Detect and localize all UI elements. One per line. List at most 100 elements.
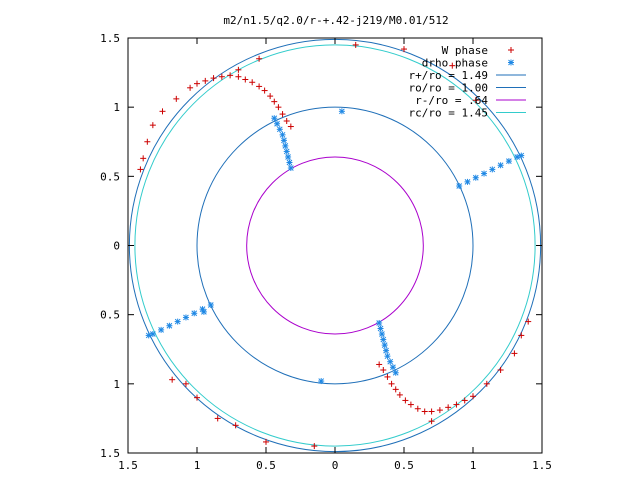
w-phase-point	[428, 418, 435, 425]
drho-phase-point	[287, 165, 294, 172]
star-d2	[279, 131, 286, 138]
w-phase-point	[445, 404, 452, 411]
w-phase-point	[263, 438, 269, 445]
legend-label-0: W phase	[442, 44, 488, 57]
legend-label-circle-3: rc/ro = 1.45	[409, 107, 488, 120]
w-phase-point	[436, 407, 443, 414]
w-phase-point	[261, 87, 268, 94]
star-d2	[276, 126, 283, 133]
w-phase-point	[214, 415, 221, 422]
w-phase-point	[202, 77, 209, 84]
w-phase-point	[352, 41, 359, 48]
x-tick-label: 1.5	[532, 459, 552, 472]
w-phase-point	[283, 118, 290, 124]
star-d2	[158, 327, 164, 333]
w-phase-point	[449, 62, 456, 69]
legend-label-circle-1: ro/ro = 1.00	[409, 82, 488, 95]
y-tick-label: 0.5	[100, 309, 120, 322]
star-d2	[145, 332, 152, 339]
w-phase-point	[453, 401, 460, 408]
w-phase-point	[173, 95, 180, 102]
drho-phase-point	[377, 325, 384, 332]
star-d2	[183, 314, 189, 321]
drho-phase-point	[182, 314, 189, 321]
w-phase-point	[461, 397, 468, 404]
w-phase-point	[149, 122, 156, 129]
drho-phase-point	[338, 108, 345, 115]
star-d2	[318, 378, 325, 384]
legend-marker-drho	[508, 59, 514, 66]
w-phase-point	[210, 75, 217, 82]
star-d2	[481, 170, 487, 177]
drho-phase-point	[174, 318, 181, 325]
legend-label-circle-2: r-/ro = .64	[415, 94, 488, 107]
w-phase-point	[137, 166, 144, 173]
w-phase-point	[140, 155, 147, 162]
w-phase-point	[235, 66, 242, 73]
drho-phase-point	[200, 308, 207, 315]
x-tick-label: 0	[332, 459, 339, 472]
drho-phase-point	[505, 158, 512, 165]
y-tick-label: 0.5	[100, 170, 120, 183]
star-d2	[339, 108, 345, 115]
w-phase-point	[287, 123, 294, 130]
w-phase-point	[235, 73, 242, 80]
drho-phase-point	[158, 326, 165, 333]
star-d2	[390, 364, 396, 371]
y-tick-label: 1	[113, 101, 120, 114]
star-d2	[489, 166, 496, 173]
w-phase-point	[249, 79, 256, 86]
star-d2	[274, 120, 280, 127]
w-phase-point	[194, 394, 200, 401]
w-phase-point	[279, 111, 286, 118]
drho-phase-point	[282, 142, 289, 149]
circle-2	[246, 156, 424, 335]
star-d2	[508, 59, 514, 66]
chart-title: m2/n1.5/q2.0/r-+.42-j219/M0.01/512	[223, 14, 448, 27]
w-phase-point	[144, 138, 151, 145]
axis-ticks: 1.5 1 0.5 0 0.5 1 1.51.510.500.511.5	[100, 32, 552, 472]
w-phase-point	[428, 408, 435, 415]
drho-phase-point	[318, 378, 325, 385]
drho-phase-point	[283, 148, 290, 155]
w-phase-point	[525, 318, 532, 325]
w-phase-point	[396, 391, 403, 398]
w-phase-point	[275, 104, 282, 111]
w-phase-point	[256, 55, 263, 62]
star-d2	[379, 331, 385, 337]
w-phase-point	[271, 98, 278, 105]
star-d2	[286, 159, 293, 166]
w-phase-point	[483, 380, 490, 387]
w-phase-point	[182, 380, 189, 387]
star-d2	[174, 318, 181, 325]
star-d2	[464, 179, 471, 185]
drho-phase-point	[489, 166, 496, 173]
drho-phase-point	[145, 332, 152, 339]
star-d2	[392, 369, 399, 376]
w-phase-point	[267, 93, 274, 100]
w-phase-point	[384, 373, 391, 380]
star-d2	[199, 306, 206, 312]
drho-phase-point	[149, 331, 156, 338]
star-d2	[283, 148, 290, 155]
drho-phase-point	[280, 137, 287, 144]
y-tick-label: 1.5	[100, 32, 120, 45]
w-phase-point	[159, 108, 166, 115]
w-phase-point	[497, 367, 504, 373]
legend-label-circle-0: r+/ro = 1.49	[409, 69, 488, 82]
drho-phase-point	[383, 347, 390, 354]
star-d2	[376, 320, 383, 326]
drho-phase-point	[464, 178, 471, 185]
star-d2	[380, 336, 387, 343]
star-d2	[384, 353, 391, 360]
star-d2	[287, 165, 294, 171]
drho-phase-point	[481, 170, 488, 177]
legend-label-1: drho phase	[422, 57, 488, 70]
w-phase-point	[242, 76, 249, 83]
drho-phase-point	[279, 131, 286, 138]
legend-marker-w	[508, 47, 514, 53]
star-d2	[285, 154, 291, 160]
star-d2	[282, 143, 289, 149]
drho-phase-point	[389, 364, 396, 371]
